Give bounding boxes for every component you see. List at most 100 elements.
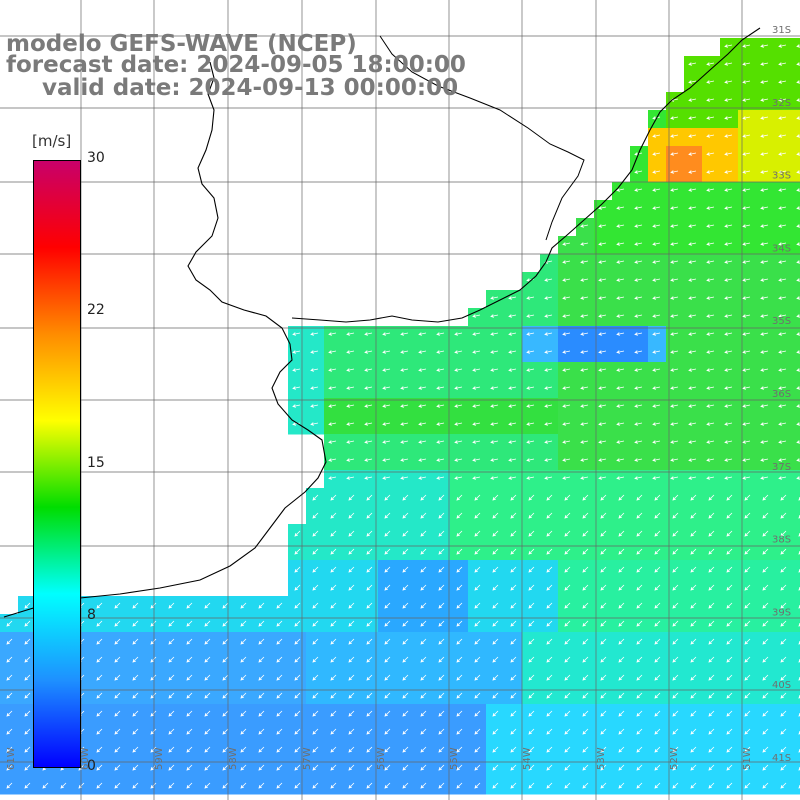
- wind-arrow: [618, 584, 625, 591]
- wind-arrow: [708, 674, 715, 681]
- wind-cell: [522, 380, 541, 399]
- wind-cell: [504, 326, 523, 345]
- wind-cell: [522, 290, 541, 309]
- wind-arrow: [742, 188, 751, 192]
- wind-arrow: [618, 512, 625, 519]
- wind-cell: [666, 470, 685, 489]
- wind-arrow: [654, 566, 661, 573]
- wind-cell: [594, 416, 613, 435]
- wind-cell: [378, 344, 397, 363]
- wind-arrow: [472, 440, 481, 444]
- wind-arrow: [760, 152, 769, 156]
- wind-arrow: [312, 548, 319, 555]
- wind-arrow: [24, 746, 31, 753]
- wind-arrow: [580, 350, 589, 354]
- wind-cell: [468, 362, 487, 381]
- wind-arrow: [328, 422, 337, 426]
- wind-arrow: [670, 332, 679, 336]
- wind-arrow: [760, 440, 769, 444]
- wind-arrow: [724, 224, 733, 228]
- wind-arrow: [778, 368, 787, 372]
- wind-arrow: [346, 422, 355, 426]
- wind-arrow: [634, 458, 643, 462]
- wind-cell: [414, 380, 433, 399]
- wind-arrow: [796, 350, 800, 354]
- wind-cell: [648, 254, 667, 273]
- wind-arrow: [580, 368, 589, 372]
- wind-arrow: [780, 530, 787, 537]
- wind-cell: [738, 362, 757, 381]
- wind-cell: [450, 398, 469, 417]
- wind-arrow: [330, 584, 337, 591]
- wind-arrow: [150, 692, 157, 699]
- wind-arrow: [42, 782, 49, 789]
- wind-arrow: [222, 656, 229, 663]
- wind-arrow: [706, 206, 715, 210]
- wind-arrow: [744, 692, 751, 699]
- wind-arrow: [330, 602, 337, 609]
- wind-arrow: [276, 674, 283, 681]
- wind-cell: [468, 434, 487, 453]
- wind-cell: [486, 308, 505, 327]
- wind-arrow: [150, 764, 157, 771]
- wind-arrow: [418, 368, 427, 372]
- wind-arrow: [276, 782, 283, 789]
- wind-arrow: [420, 656, 427, 663]
- wind-arrow: [582, 674, 589, 681]
- wind-arrow: [168, 620, 175, 627]
- wind-cell: [576, 218, 595, 237]
- wind-arrow: [598, 260, 607, 264]
- wind-arrow: [420, 494, 427, 501]
- wind-cell: [666, 110, 685, 129]
- wind-arrow: [780, 692, 787, 699]
- wind-arrow: [276, 746, 283, 753]
- wind-arrow: [168, 746, 175, 753]
- wind-arrow: [580, 242, 589, 246]
- wind-arrow: [688, 296, 697, 300]
- wind-cell: [738, 182, 757, 201]
- wind-arrow: [580, 224, 589, 228]
- wind-arrow: [132, 692, 139, 699]
- wind-arrow: [690, 638, 697, 645]
- wind-arrow: [724, 476, 733, 480]
- wind-cell: [486, 290, 505, 309]
- wind-cell: [324, 380, 343, 399]
- wind-arrow: [706, 314, 715, 318]
- wind-arrow: [726, 530, 733, 537]
- wind-cell: [468, 416, 487, 435]
- wind-arrow: [634, 170, 643, 174]
- wind-cell: [738, 452, 757, 471]
- wind-arrow: [436, 332, 445, 336]
- wind-arrow: [654, 728, 661, 735]
- wind-arrow: [474, 782, 481, 789]
- wind-arrow: [742, 134, 751, 138]
- wind-arrow: [796, 188, 800, 192]
- wind-arrow: [742, 170, 751, 174]
- wind-arrow: [400, 386, 409, 390]
- wind-arrow: [546, 728, 553, 735]
- wind-arrow: [474, 548, 481, 555]
- wind-cell: [342, 470, 361, 489]
- wind-arrow: [744, 548, 751, 555]
- wind-arrow: [688, 458, 697, 462]
- wind-cell: [612, 470, 631, 489]
- wind-arrow: [348, 638, 355, 645]
- wind-arrow: [168, 782, 175, 789]
- latitude-label: 31S: [772, 25, 791, 36]
- wind-arrow: [672, 530, 679, 537]
- wind-arrow: [706, 116, 715, 120]
- wind-arrow: [778, 44, 787, 48]
- wind-arrow: [742, 422, 751, 426]
- wind-cell: [288, 398, 307, 417]
- wind-cell: [630, 272, 649, 291]
- wind-arrow: [96, 674, 103, 681]
- wind-cell: [756, 56, 775, 75]
- wind-cell: [360, 470, 379, 489]
- wind-cell: [702, 200, 721, 219]
- wind-cell: [378, 452, 397, 471]
- wind-arrow: [708, 494, 715, 501]
- wind-cell: [414, 470, 433, 489]
- wind-arrow: [564, 512, 571, 519]
- wind-arrow: [726, 782, 733, 789]
- wind-arrow: [456, 530, 463, 537]
